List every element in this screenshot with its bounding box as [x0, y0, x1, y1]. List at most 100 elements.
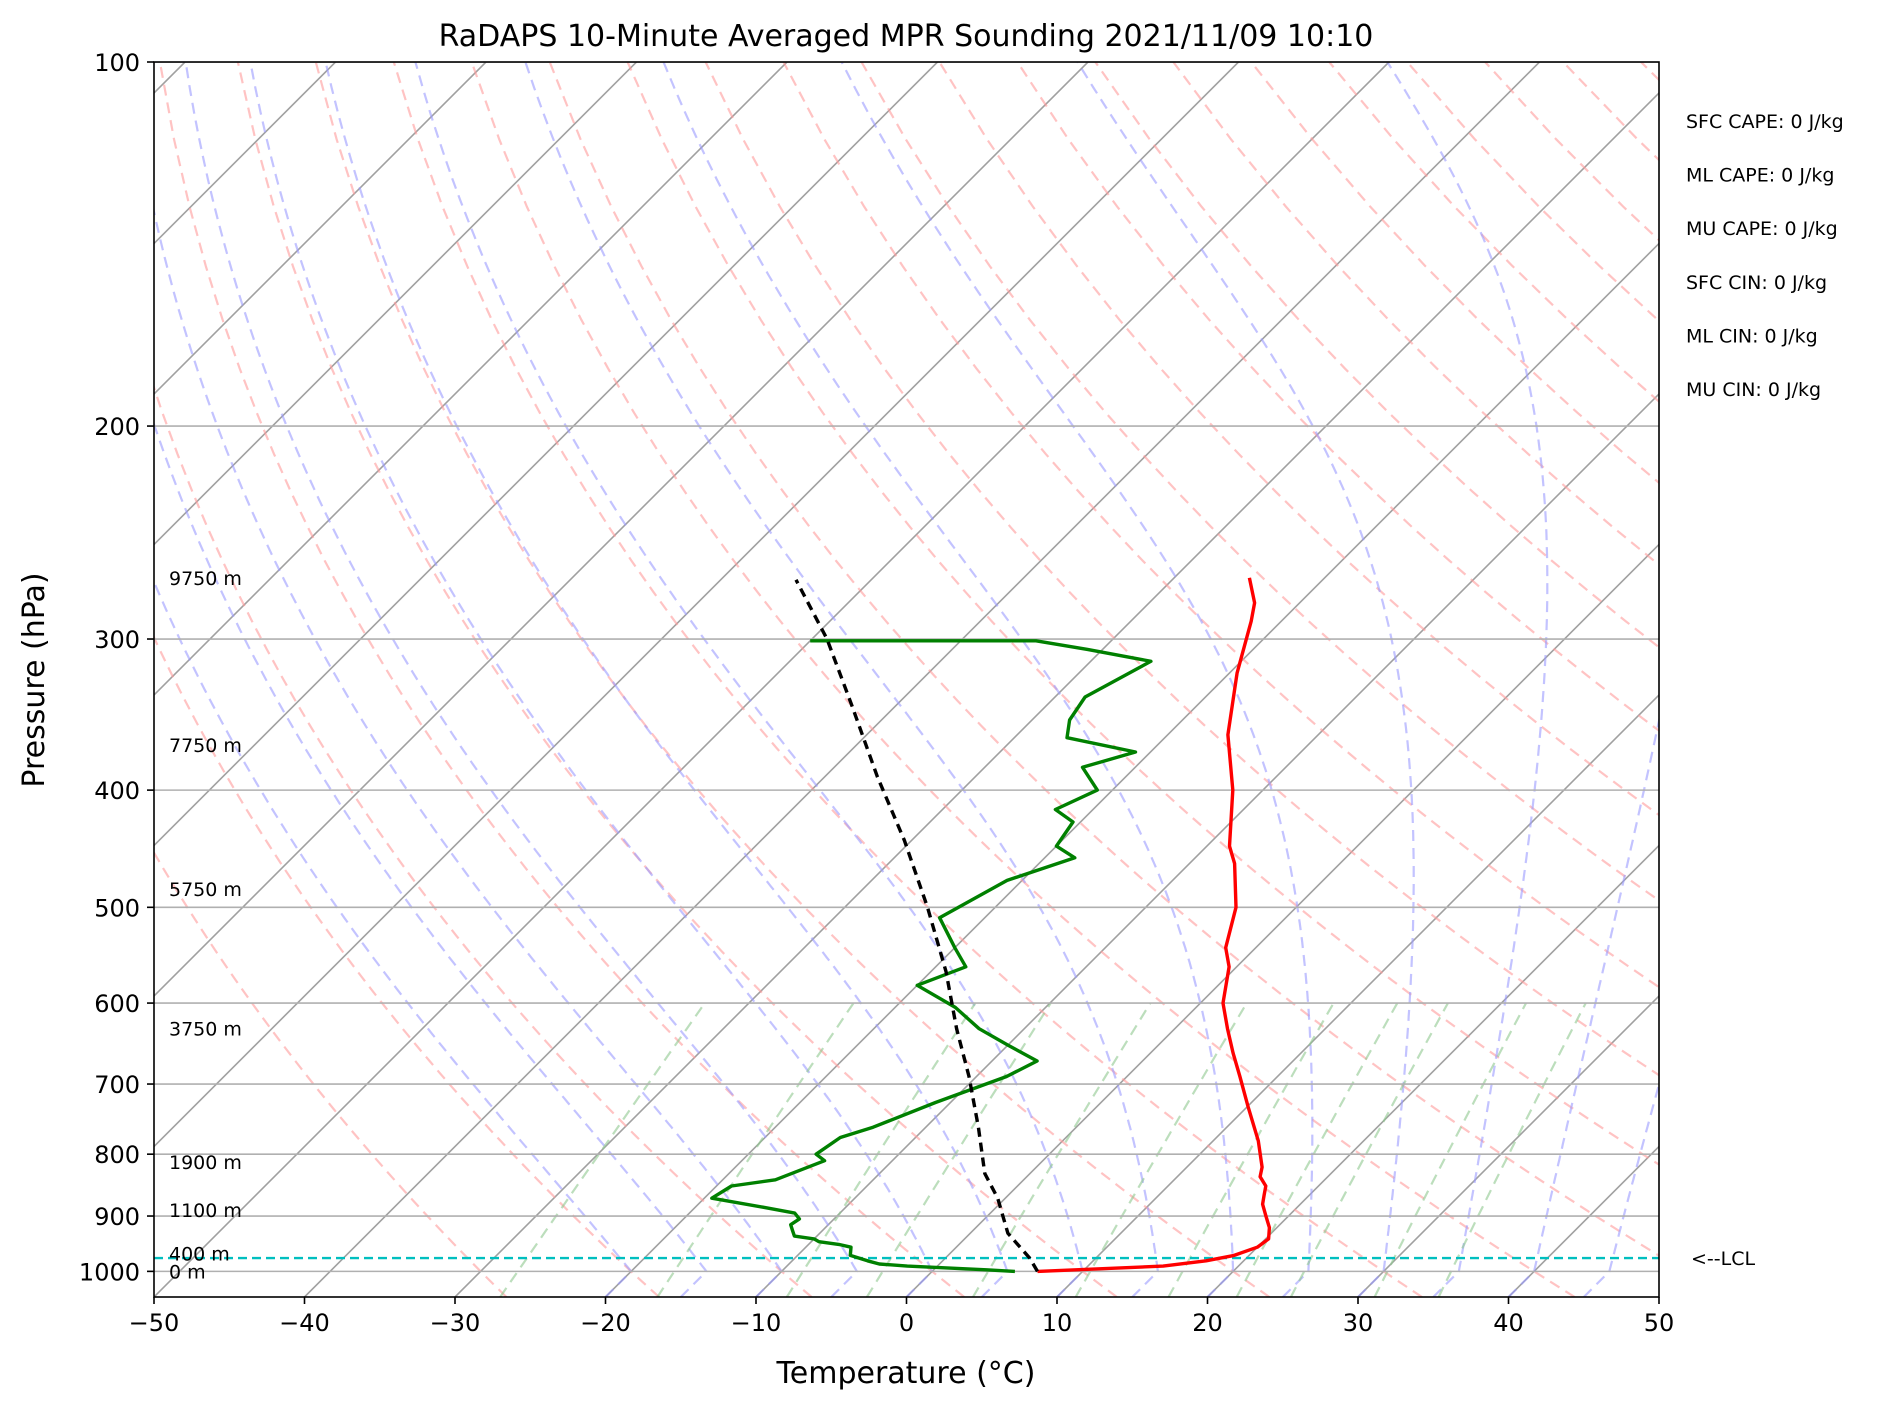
y-axis-ticks: 100 200 300 400 500 600 700 800 900 1000 [79, 49, 154, 1286]
dry-adiabat [1016, 62, 1659, 733]
mixing-ratio-line [499, 1002, 706, 1297]
moist-adiabat [414, 62, 1084, 1297]
dry-adiabat [938, 62, 1659, 817]
y-tick-label: 900 [94, 1203, 140, 1231]
dry-adiabat [1094, 62, 1659, 649]
mixing-ratio-line [1373, 1002, 1527, 1297]
stability-annotation: SFC CAPE: 0 J/kg [1686, 111, 1844, 133]
x-tick-label: −40 [279, 1309, 330, 1337]
y-tick-label: 700 [94, 1071, 140, 1099]
stability-annotation: ML CIN: 0 J/kg [1686, 325, 1818, 347]
y-tick-label: 1000 [79, 1258, 140, 1286]
x-tick-label: −20 [580, 1309, 631, 1337]
y-tick-label: 200 [94, 413, 140, 441]
stability-annotation: MU CIN: 0 J/kg [1686, 379, 1821, 401]
height-label: 9750 m [169, 568, 242, 590]
x-tick-label: 0 [899, 1309, 914, 1337]
isotherm-line [303, 62, 1541, 1297]
dry-adiabat [470, 62, 1576, 1297]
height-label: 7750 m [169, 735, 242, 757]
moist-adiabat [1076, 62, 1415, 1297]
isotherm-line [154, 62, 638, 546]
height-label: 0 m [169, 1261, 206, 1283]
x-axis-ticks: −50 −40 −30 −20 −10 0 10 20 30 40 50 [129, 1297, 1674, 1337]
y-tick-label: 800 [94, 1141, 140, 1169]
isotherm-line [1810, 62, 1882, 1297]
stability-annotation: ML CAPE: 0 J/kg [1686, 165, 1834, 187]
dry-adiabat [1328, 62, 1659, 404]
y-axis-label: Pressure (hPa) [17, 572, 52, 787]
x-tick-label: 40 [1493, 1309, 1524, 1337]
moist-adiabat [1386, 62, 1549, 1297]
moist-adiabat [154, 420, 708, 1297]
moist-adiabat [840, 62, 1314, 1297]
dry-adiabat [860, 62, 1659, 902]
isotherm-line [1206, 844, 1659, 1297]
moist-adiabat [249, 62, 934, 1297]
y-tick-label: 300 [94, 626, 140, 654]
mixing-ratio-line [1235, 1002, 1399, 1297]
isotherm-line [154, 62, 788, 697]
height-label: 1100 m [169, 1200, 242, 1222]
dry-adiabat [1719, 62, 1882, 1297]
chart-title: RaDAPS 10-Minute Averaged MPR Sounding 2… [439, 19, 1374, 54]
reference-lines [154, 62, 1882, 1297]
stability-annotation: SFC CIN: 0 J/kg [1686, 272, 1827, 294]
dry-adiabat [236, 62, 1118, 1297]
sounding-profiles [154, 577, 1659, 1274]
dry-adiabat [158, 62, 965, 1297]
height-label: 3750 m [169, 1019, 242, 1041]
isotherm-line [154, 62, 939, 847]
moist-adiabat [154, 579, 633, 1297]
x-tick-label: 30 [1343, 1309, 1374, 1337]
y-tick-label: 500 [94, 894, 140, 922]
dry-adiabat [626, 62, 1659, 1166]
isotherm-line [1507, 1145, 1659, 1297]
parcel-path-line [794, 579, 1039, 1273]
isotherm-line [755, 392, 1659, 1297]
y-tick-label: 400 [94, 777, 140, 805]
mixing-ratio-line [656, 1002, 855, 1297]
height-label: 400 m [169, 1244, 230, 1266]
height-labels: 9750 m 7750 m 5750 m 3750 m 1900 m 1100 m 400 … [169, 568, 242, 1284]
mixing-ratio-line [1437, 1002, 1587, 1297]
isotherm-line [154, 62, 1390, 1297]
x-tick-label: −50 [129, 1309, 180, 1337]
dry-adiabat [154, 634, 660, 1297]
moist-adiabat [1507, 715, 1659, 1297]
moist-adiabat [524, 62, 1160, 1297]
x-tick-label: −10 [731, 1309, 782, 1337]
isotherm-line [1658, 1295, 1659, 1297]
dry-adiabat [1250, 62, 1659, 485]
x-axis-label: Temperature (°C) [776, 1356, 1036, 1391]
dry-adiabat [154, 384, 813, 1297]
moist-adiabat [662, 62, 1235, 1297]
isotherm-line [905, 543, 1659, 1297]
dry-adiabat [1562, 62, 1659, 162]
dry-adiabat [548, 62, 1659, 1257]
height-label: 5750 m [169, 879, 242, 901]
y-tick-label: 600 [94, 990, 140, 1018]
isotherm-line [154, 62, 1240, 1148]
isotherm-line [154, 62, 1089, 998]
isotherm-line [454, 91, 1659, 1297]
isotherm-line [604, 242, 1659, 1297]
moist-adiabat [324, 62, 1009, 1297]
temperature-line [1037, 577, 1272, 1274]
moist-adiabat [154, 206, 784, 1297]
moist-adiabat [1583, 1080, 1659, 1297]
x-tick-label: 10 [1042, 1309, 1073, 1337]
isotherm-line [154, 62, 487, 396]
x-tick-label: 20 [1192, 1309, 1223, 1337]
dry-adiabat [154, 850, 508, 1297]
dry-adiabat [314, 62, 1271, 1297]
dry-adiabat [1640, 62, 1659, 82]
moist-adiabat [184, 62, 859, 1297]
dry-adiabat [704, 62, 1659, 1077]
dry-adiabat [392, 62, 1423, 1297]
isotherm-line [1056, 693, 1659, 1297]
mixing-ratio-line [1289, 1002, 1449, 1297]
stability-annotation: MU CAPE: 0 J/kg [1686, 218, 1838, 240]
isotherm-line [1357, 994, 1659, 1297]
